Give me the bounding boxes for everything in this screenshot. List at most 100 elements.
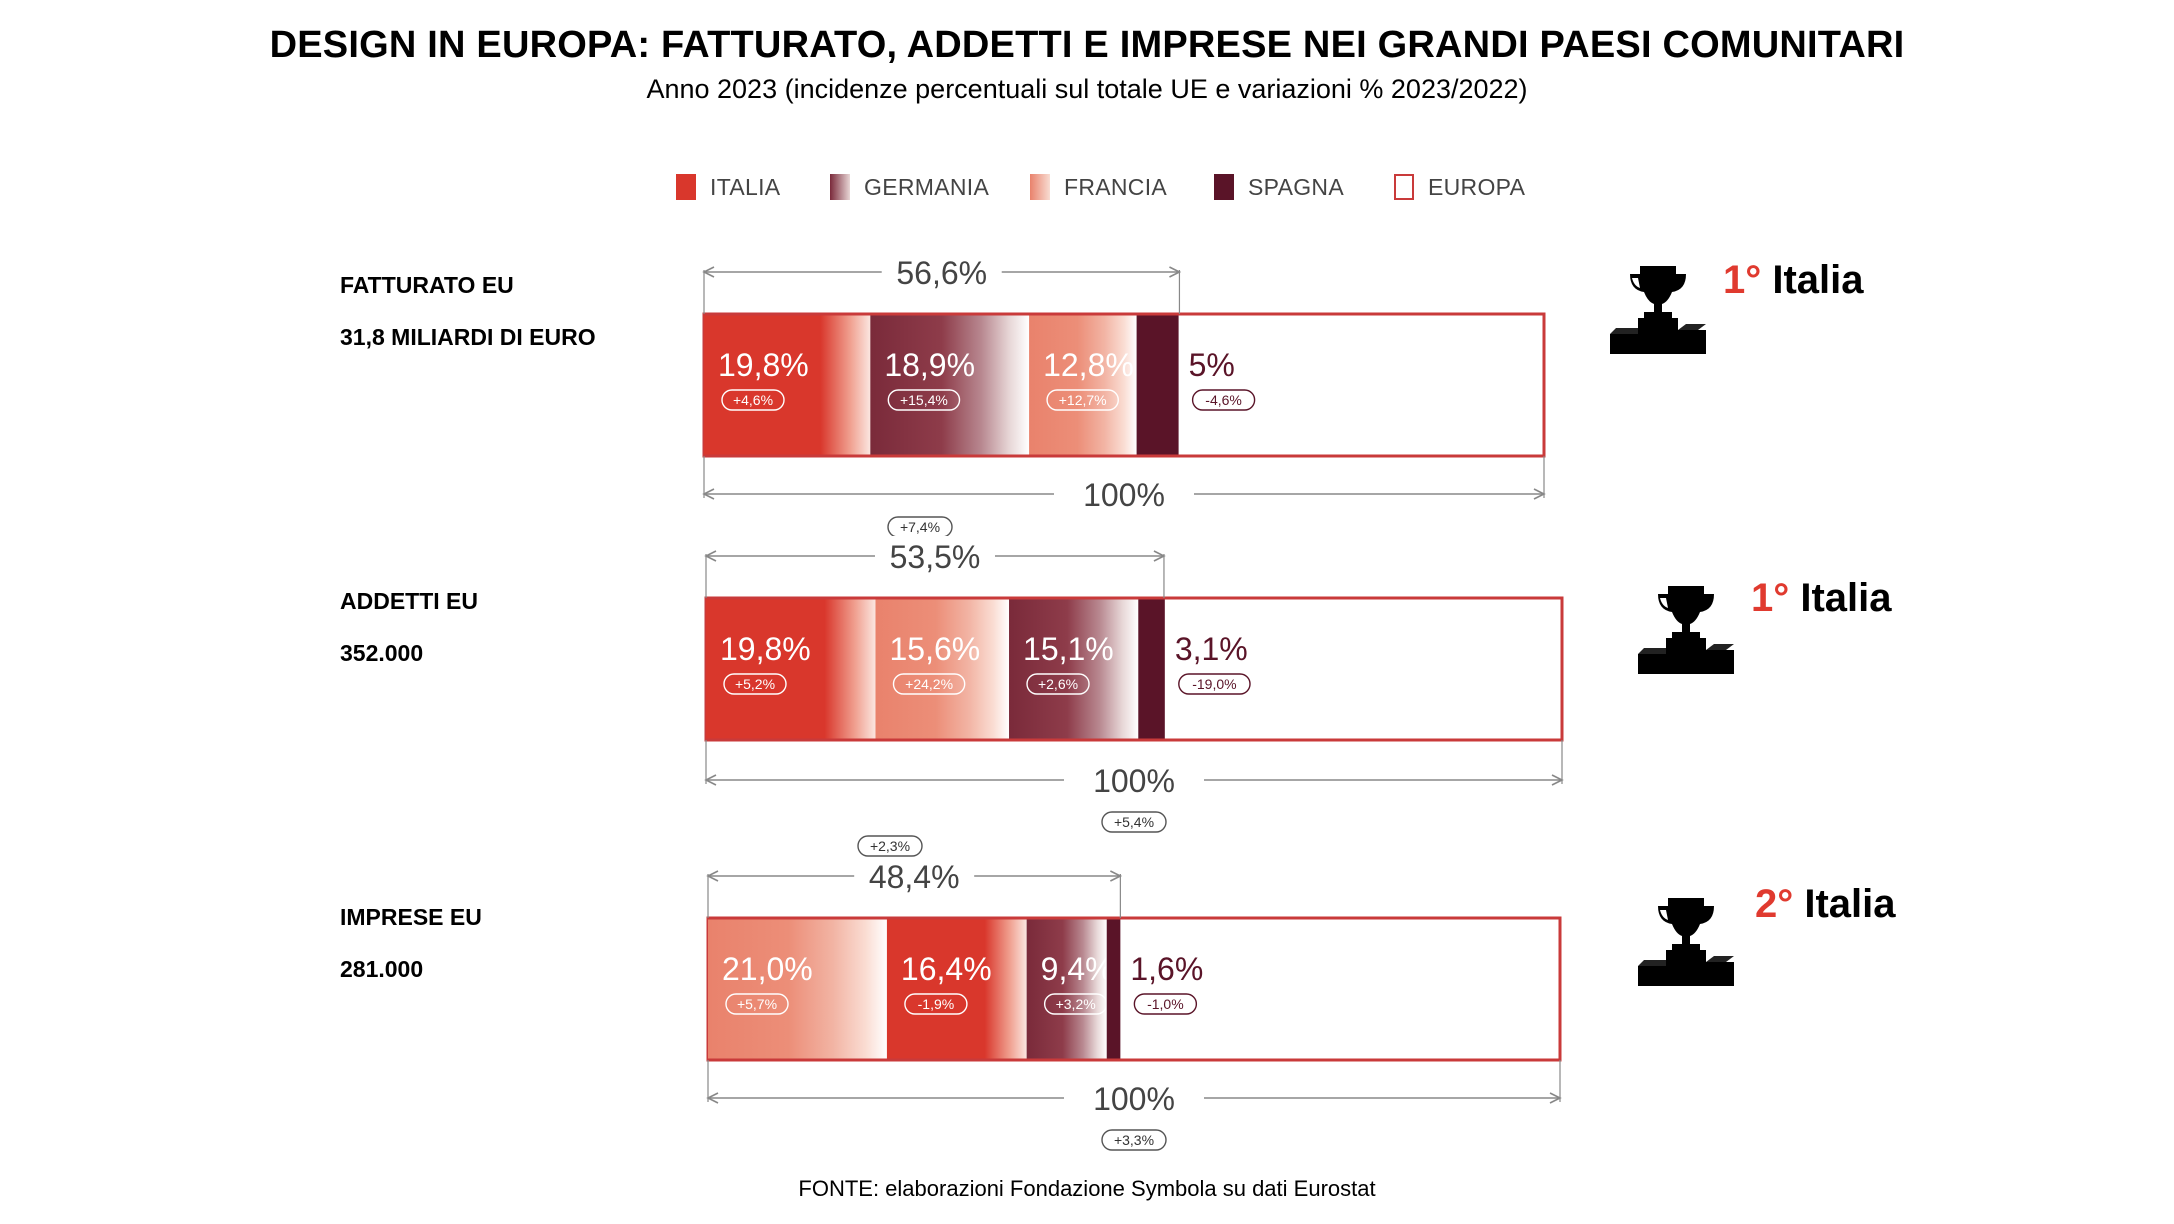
legend-swatch-europa bbox=[1394, 174, 1414, 200]
bracket-arrow bbox=[704, 774, 717, 786]
change-pill bbox=[1046, 389, 1119, 411]
change-pill bbox=[1043, 993, 1108, 1015]
legend-label: SPAGNA bbox=[1248, 173, 1344, 200]
bar-value-label: 15,6% bbox=[889, 631, 980, 667]
change-pill bbox=[1191, 389, 1256, 411]
bar-value-label: 15,1% bbox=[1023, 631, 1114, 667]
change-pill bbox=[725, 993, 789, 1015]
trophy-podium-icon bbox=[1638, 586, 1734, 674]
rank-label-imprese: 2° Italia bbox=[1755, 882, 1896, 927]
legend-label: ITALIA bbox=[710, 173, 781, 200]
bar-segment-italia bbox=[704, 315, 871, 455]
change-pill bbox=[723, 673, 787, 695]
change-label: +15,4% bbox=[900, 392, 948, 408]
total-change-pill bbox=[1101, 1129, 1167, 1151]
trophy-podium-icon bbox=[1610, 266, 1706, 354]
metric-label-addetti: ADDETTI EU bbox=[340, 588, 478, 614]
bar-value-label: 3,1% bbox=[1175, 631, 1248, 667]
change-label: +12,7% bbox=[1059, 392, 1107, 408]
bar-segment-francia bbox=[1029, 315, 1137, 455]
total-share-label: 100% bbox=[1083, 477, 1165, 513]
legend-swatch-italia bbox=[676, 174, 696, 200]
change-label: +2,6% bbox=[1038, 676, 1078, 692]
legend-item-spagna: SPAGNA bbox=[1214, 172, 1344, 202]
legend-swatch-francia bbox=[1030, 174, 1050, 200]
bar-segment-spagna bbox=[1136, 315, 1179, 455]
legend-label: EUROPA bbox=[1428, 173, 1526, 200]
bar-segment-francia bbox=[708, 919, 887, 1059]
change-pill bbox=[1178, 673, 1251, 695]
total-label-bg bbox=[1054, 474, 1194, 514]
legend-swatch-spagna bbox=[1214, 174, 1234, 200]
bracket-arrow bbox=[1153, 550, 1166, 562]
change-label: +5,2% bbox=[735, 676, 775, 692]
total-label-bg bbox=[1064, 760, 1204, 800]
bar-group-3: 21,0% +5,7% 16,4% -1,9% 9,4% +3,2% 1,6% -1,0% 48… bbox=[706, 835, 1562, 1151]
bar-group-2: 19,8% +5,2% 15,6% +24,2% 15,1% +2,6% 3,1% -19,0… bbox=[704, 536, 1564, 833]
bar-segment-germania bbox=[1026, 919, 1107, 1059]
bracket-arrow bbox=[706, 1092, 719, 1104]
change-pill bbox=[904, 993, 968, 1015]
combined-label-bg bbox=[881, 252, 1002, 292]
bar-value-label: 1,6% bbox=[1130, 951, 1203, 987]
bar-value-label: 21,0% bbox=[722, 951, 813, 987]
bar-segment-italia bbox=[886, 919, 1027, 1059]
combined-label-bg bbox=[874, 536, 995, 576]
bar-segment-germania bbox=[1009, 599, 1139, 739]
combined-change-pill bbox=[857, 835, 923, 857]
change-label: -1,0% bbox=[1147, 996, 1184, 1012]
bar-value-label: 5% bbox=[1189, 347, 1235, 383]
chart-subtitle: Anno 2023 (incidenze percentuali sul tot… bbox=[646, 74, 1528, 104]
rank-ordinal: 1° bbox=[1723, 258, 1762, 302]
combined-label-bg bbox=[854, 856, 975, 896]
legend-label: GERMANIA bbox=[864, 173, 990, 200]
combined-change-label: +7,4% bbox=[900, 519, 940, 535]
change-label: +24,2% bbox=[905, 676, 953, 692]
total-share-label: 100% bbox=[1093, 763, 1175, 799]
change-pill bbox=[887, 389, 961, 411]
combined-share-label: 53,5% bbox=[890, 539, 981, 575]
total-change-label: +5,4% bbox=[1114, 814, 1154, 830]
bracket-arrow bbox=[702, 488, 715, 500]
change-label: +4,6% bbox=[733, 392, 773, 408]
change-pill bbox=[1133, 993, 1198, 1015]
rank-label-fatturato: 1° Italia bbox=[1723, 258, 1864, 303]
bracket-arrow bbox=[1169, 266, 1182, 278]
change-label: -1,9% bbox=[918, 996, 955, 1012]
combined-share-label: 56,6% bbox=[896, 255, 987, 291]
bar-group-1: 19,8% +4,6% 18,9% +15,4% 12,8% +12,7% 5% -4,6% 5… bbox=[702, 252, 1546, 538]
bracket-arrow bbox=[706, 870, 719, 882]
metric-total-imprese: 281.000 bbox=[340, 956, 424, 982]
change-label: -19,0% bbox=[1192, 676, 1236, 692]
total-change-pill bbox=[1101, 811, 1167, 833]
total-label-bg bbox=[1064, 1078, 1204, 1118]
legend-item-italia: ITALIA bbox=[676, 172, 780, 202]
change-pill bbox=[721, 389, 785, 411]
change-label: +3,2% bbox=[1056, 996, 1096, 1012]
trophy-podium-icon bbox=[1638, 898, 1734, 986]
bar-segment-spagna bbox=[1138, 599, 1165, 739]
change-pill bbox=[892, 673, 966, 695]
source-note: FONTE: elaborazioni Fondazione Symbola s… bbox=[798, 1176, 1376, 1201]
bracket-arrow bbox=[704, 550, 717, 562]
rank-ordinal: 2° bbox=[1755, 882, 1794, 926]
change-label: -4,6% bbox=[1205, 392, 1242, 408]
change-label: +5,7% bbox=[737, 996, 777, 1012]
bar-value-label: 19,8% bbox=[720, 631, 811, 667]
bar-value-label: 19,8% bbox=[718, 347, 809, 383]
bracket-arrow bbox=[1549, 1092, 1562, 1104]
bar-value-label: 16,4% bbox=[901, 951, 992, 987]
bar-segment-francia bbox=[875, 599, 1010, 739]
metric-label-fatturato: FATTURATO EU bbox=[340, 272, 514, 298]
rank-ordinal: 1° bbox=[1751, 576, 1790, 620]
bracket-arrow bbox=[702, 266, 715, 278]
combined-share-label: 48,4% bbox=[869, 859, 960, 895]
bar-value-label: 9,4% bbox=[1041, 951, 1114, 987]
bar-segment-spagna bbox=[1106, 919, 1121, 1059]
rank-country: Italia bbox=[1800, 576, 1892, 620]
bar-value-label: 18,9% bbox=[884, 347, 975, 383]
rank-country: Italia bbox=[1804, 882, 1896, 926]
chart-title: DESIGN IN EUROPA: FATTURATO, ADDETTI E I… bbox=[269, 24, 1905, 66]
metric-total-fatturato: 31,8 MILIARDI DI EURO bbox=[340, 324, 596, 350]
